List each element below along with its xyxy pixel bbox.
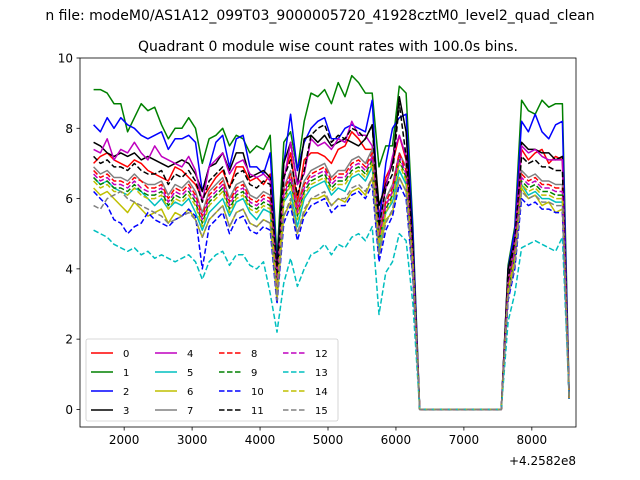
legend-entry-4: 4 — [155, 349, 193, 360]
axes: 2000 3000 4000 5000 6000 7000 80000246810+4.25… — [58, 52, 577, 468]
legend-entry-11: 11 — [219, 406, 264, 417]
x-tick-label: 4000 — [245, 433, 276, 447]
legend-label: 9 — [251, 368, 257, 379]
legend-label: 15 — [315, 406, 328, 417]
legend-entry-6: 6 — [155, 387, 193, 398]
legend-label: 0 — [123, 349, 129, 360]
x-tick-label: 8000 — [517, 433, 548, 447]
x-tick-label: 5000 — [313, 433, 344, 447]
x-tick-label: 7000 — [449, 433, 480, 447]
figure-suptitle: n file: modeM0/AS1A12_099T03_9000005720_… — [45, 8, 594, 24]
y-tick-label: 2 — [65, 333, 73, 347]
legend-label: 5 — [187, 368, 193, 379]
x-offset-label: +4.2582e8 — [509, 454, 576, 468]
legend-entry-12: 12 — [283, 349, 328, 360]
legend-entry-14: 14 — [283, 387, 328, 398]
x-tick-label: 6000 — [381, 433, 412, 447]
legend-entry-9: 9 — [219, 368, 257, 379]
x-tick-label: 3000 — [177, 433, 208, 447]
legend-entry-1: 1 — [91, 368, 129, 379]
legend-label: 11 — [251, 406, 264, 417]
legend-box — [85, 338, 339, 422]
legend-entry-8: 8 — [219, 349, 257, 360]
legend-label: 4 — [187, 349, 193, 360]
legend-entry-3: 3 — [91, 406, 129, 417]
legend-label: 13 — [315, 368, 328, 379]
y-tick-label: 6 — [65, 192, 73, 206]
y-tick-label: 0 — [65, 403, 73, 417]
legend-label: 1 — [123, 368, 129, 379]
legend-label: 7 — [187, 406, 193, 417]
legend-label: 10 — [251, 387, 264, 398]
legend-entry-5: 5 — [155, 368, 193, 379]
x-tick-label: 2000 — [109, 433, 140, 447]
legend-label: 3 — [123, 406, 129, 417]
y-tick-label: 8 — [65, 122, 73, 136]
legend-label: 2 — [123, 387, 129, 398]
chart-title: Quadrant 0 module wise count rates with … — [138, 39, 518, 55]
legend-entry-10: 10 — [219, 387, 264, 398]
series-line-10 — [93, 183, 570, 411]
legend-label: 14 — [315, 387, 328, 398]
series-line-14 — [93, 162, 570, 411]
legend-entry-13: 13 — [283, 368, 328, 379]
legend-entry-15: 15 — [283, 406, 328, 417]
legend-label: 12 — [315, 349, 328, 360]
legend-label: 8 — [251, 349, 257, 360]
series-line-15 — [93, 176, 570, 411]
series-line-11 — [93, 102, 570, 411]
y-tick-label: 4 — [65, 262, 73, 276]
plot-area — [93, 74, 570, 411]
legend-entry-2: 2 — [91, 387, 129, 398]
legend-label: 6 — [187, 387, 193, 398]
series-line-12 — [93, 155, 570, 411]
legend-entry-0: 0 — [91, 349, 129, 360]
legend-entry-7: 7 — [155, 406, 193, 417]
y-tick-label: 10 — [58, 52, 73, 66]
